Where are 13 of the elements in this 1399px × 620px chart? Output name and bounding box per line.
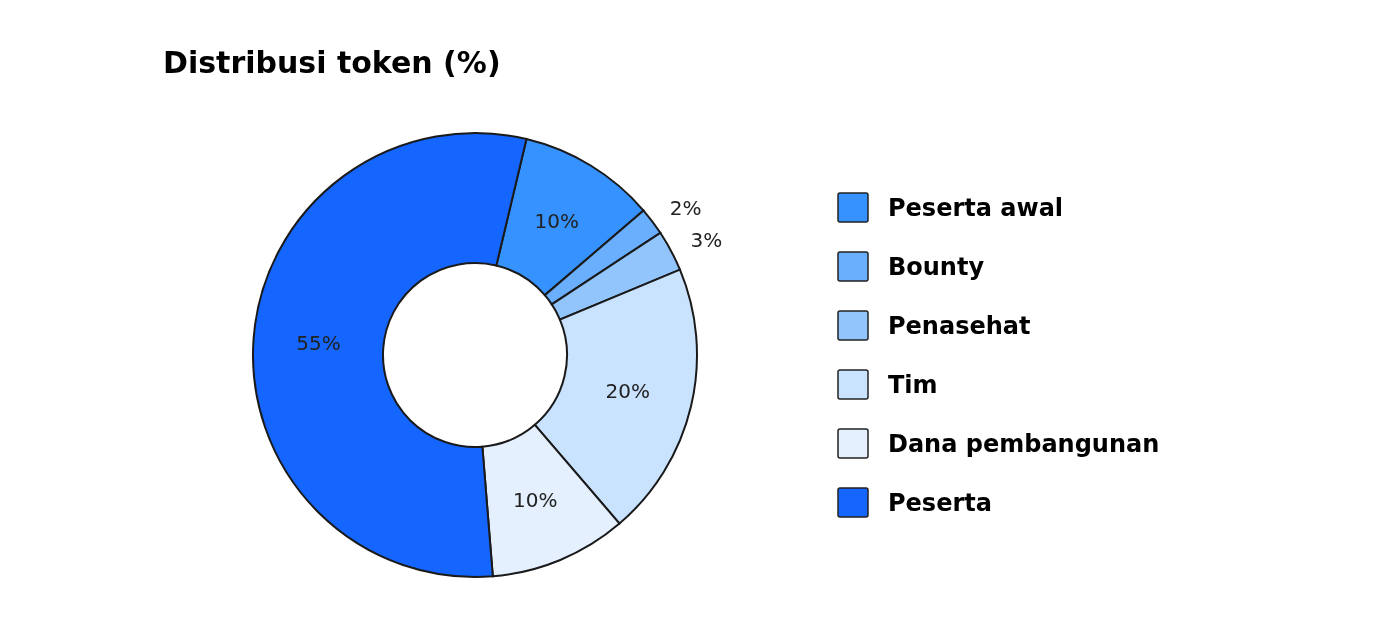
data-label: 20%: [605, 379, 650, 404]
legend-label: Tim: [888, 371, 938, 399]
data-label: 3%: [690, 228, 723, 253]
data-label: 10%: [534, 208, 580, 233]
data-label: 55%: [296, 330, 341, 355]
legend-label: Penasehat: [888, 312, 1031, 340]
chart-title: Distribusi token (%): [163, 45, 501, 80]
data-label: 2%: [669, 196, 702, 221]
legend-label: Dana pembangunan: [888, 430, 1160, 458]
data-label: 10%: [513, 487, 558, 512]
legend-label: Bounty: [888, 253, 985, 281]
legend-label: Peserta: [888, 489, 992, 517]
legend-label: Peserta awal: [888, 194, 1064, 222]
